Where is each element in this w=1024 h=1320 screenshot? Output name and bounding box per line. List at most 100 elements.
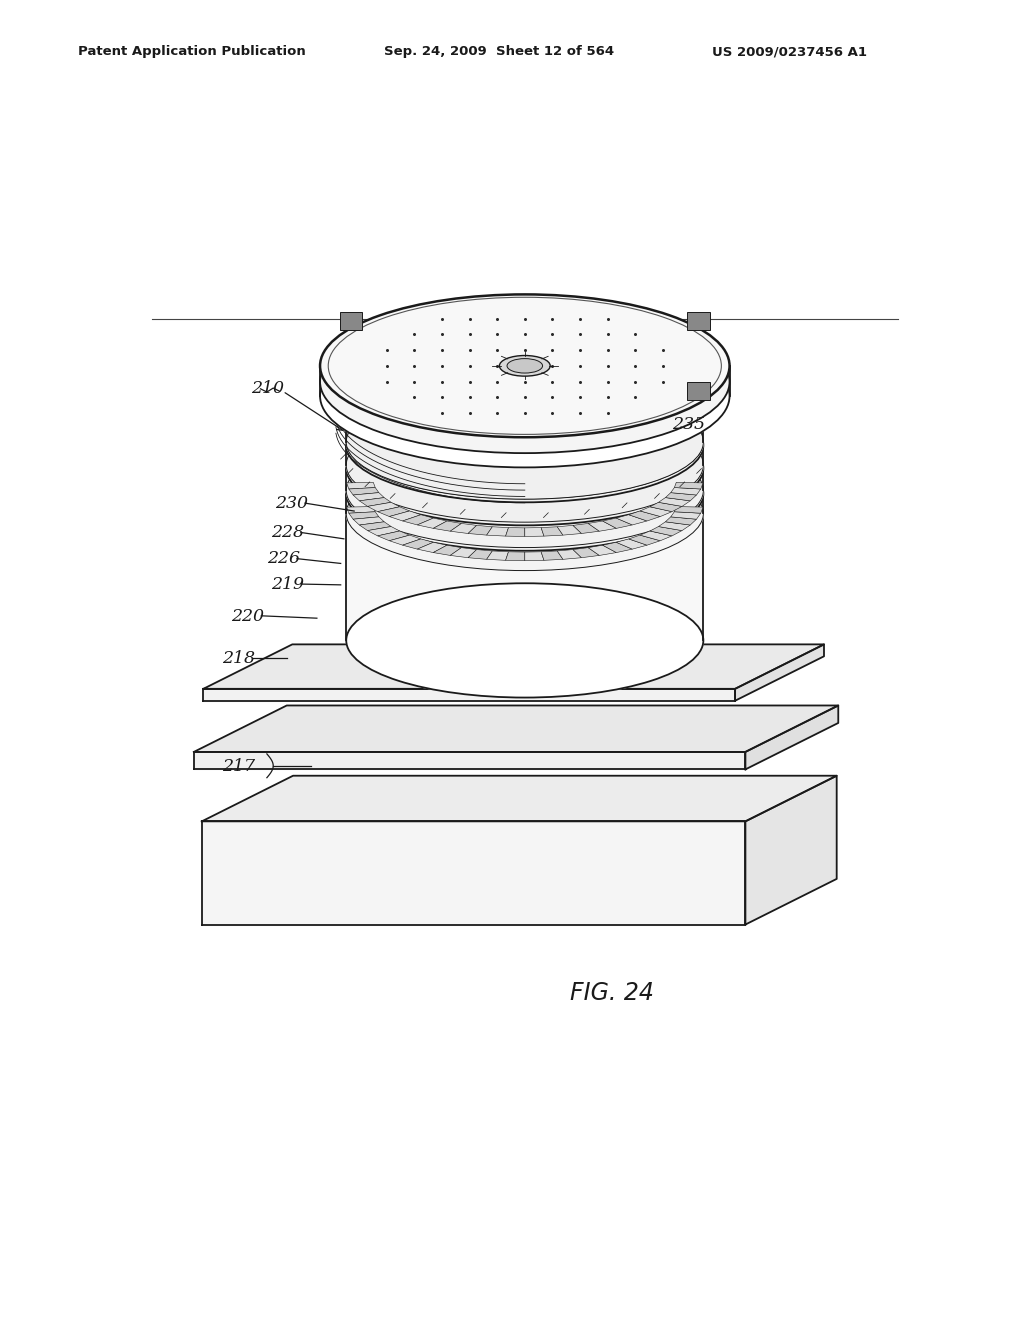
Polygon shape <box>346 445 703 523</box>
Polygon shape <box>629 511 660 521</box>
Polygon shape <box>628 438 645 488</box>
Polygon shape <box>735 644 824 701</box>
Polygon shape <box>402 539 433 549</box>
Polygon shape <box>557 525 582 535</box>
Text: 228: 228 <box>270 524 304 541</box>
Polygon shape <box>616 515 647 525</box>
Polygon shape <box>204 689 735 701</box>
Ellipse shape <box>346 583 703 697</box>
Polygon shape <box>674 421 684 474</box>
Polygon shape <box>671 512 700 519</box>
Ellipse shape <box>346 457 703 570</box>
Polygon shape <box>603 543 633 553</box>
Text: FIG. 24: FIG. 24 <box>570 981 654 1005</box>
Polygon shape <box>346 469 703 548</box>
Text: 219: 219 <box>270 576 304 593</box>
Polygon shape <box>359 498 391 507</box>
Polygon shape <box>349 487 379 495</box>
Polygon shape <box>745 776 837 924</box>
Polygon shape <box>451 524 476 533</box>
Text: 226: 226 <box>267 550 300 568</box>
Polygon shape <box>588 545 616 556</box>
Polygon shape <box>589 446 609 495</box>
Polygon shape <box>658 498 690 507</box>
Ellipse shape <box>346 388 703 503</box>
Text: Sep. 24, 2009  Sheet 12 of 564: Sep. 24, 2009 Sheet 12 of 564 <box>384 45 614 58</box>
Polygon shape <box>541 527 563 536</box>
Polygon shape <box>666 517 696 525</box>
Polygon shape <box>687 312 710 330</box>
Polygon shape <box>378 531 410 541</box>
Polygon shape <box>468 549 493 560</box>
Polygon shape <box>486 527 509 536</box>
Polygon shape <box>506 552 524 561</box>
Text: 230: 230 <box>274 495 308 512</box>
Polygon shape <box>376 428 389 479</box>
Polygon shape <box>650 527 682 536</box>
Polygon shape <box>629 535 660 545</box>
Text: 210: 210 <box>251 380 284 397</box>
Polygon shape <box>202 776 837 821</box>
Polygon shape <box>640 507 672 516</box>
Ellipse shape <box>321 325 729 467</box>
Polygon shape <box>194 705 839 752</box>
Polygon shape <box>389 511 421 521</box>
Text: 217: 217 <box>221 759 255 775</box>
Polygon shape <box>666 492 696 500</box>
Polygon shape <box>609 442 628 492</box>
Ellipse shape <box>507 359 543 374</box>
Polygon shape <box>417 517 446 528</box>
Polygon shape <box>745 705 839 770</box>
Polygon shape <box>481 451 503 499</box>
Polygon shape <box>506 528 524 536</box>
Polygon shape <box>389 535 421 545</box>
Polygon shape <box>573 524 599 533</box>
Polygon shape <box>340 312 362 330</box>
Polygon shape <box>356 414 366 467</box>
Polygon shape <box>603 517 633 528</box>
Polygon shape <box>568 449 589 498</box>
Polygon shape <box>524 453 547 499</box>
Polygon shape <box>402 515 433 525</box>
Polygon shape <box>346 507 375 513</box>
Polygon shape <box>675 482 703 488</box>
Polygon shape <box>353 517 384 525</box>
Ellipse shape <box>346 437 703 550</box>
Ellipse shape <box>346 339 703 453</box>
Polygon shape <box>440 446 461 495</box>
Polygon shape <box>368 527 399 536</box>
Polygon shape <box>693 408 699 461</box>
Polygon shape <box>349 512 379 519</box>
Polygon shape <box>202 821 745 924</box>
Polygon shape <box>547 451 568 499</box>
Text: Patent Application Publication: Patent Application Publication <box>78 45 305 58</box>
Ellipse shape <box>346 411 703 525</box>
Polygon shape <box>573 548 599 557</box>
Polygon shape <box>557 549 582 560</box>
Text: US 2009/0237456 A1: US 2009/0237456 A1 <box>712 45 866 58</box>
Text: 218: 218 <box>221 649 255 667</box>
Polygon shape <box>588 521 616 531</box>
Text: 235: 235 <box>672 416 705 433</box>
Polygon shape <box>645 433 660 484</box>
Polygon shape <box>359 521 391 531</box>
Polygon shape <box>404 438 422 488</box>
Polygon shape <box>684 414 693 467</box>
Polygon shape <box>194 752 745 770</box>
Polygon shape <box>451 548 476 557</box>
Polygon shape <box>347 401 350 454</box>
Polygon shape <box>616 539 647 549</box>
Ellipse shape <box>321 310 729 453</box>
Polygon shape <box>368 503 399 512</box>
Ellipse shape <box>500 355 550 376</box>
Ellipse shape <box>346 385 703 499</box>
Polygon shape <box>671 487 700 495</box>
Polygon shape <box>461 449 481 498</box>
Polygon shape <box>433 521 462 531</box>
Polygon shape <box>346 482 375 488</box>
Polygon shape <box>687 381 710 400</box>
Polygon shape <box>417 543 446 553</box>
Polygon shape <box>346 494 703 570</box>
Polygon shape <box>660 428 674 479</box>
Polygon shape <box>486 550 509 560</box>
